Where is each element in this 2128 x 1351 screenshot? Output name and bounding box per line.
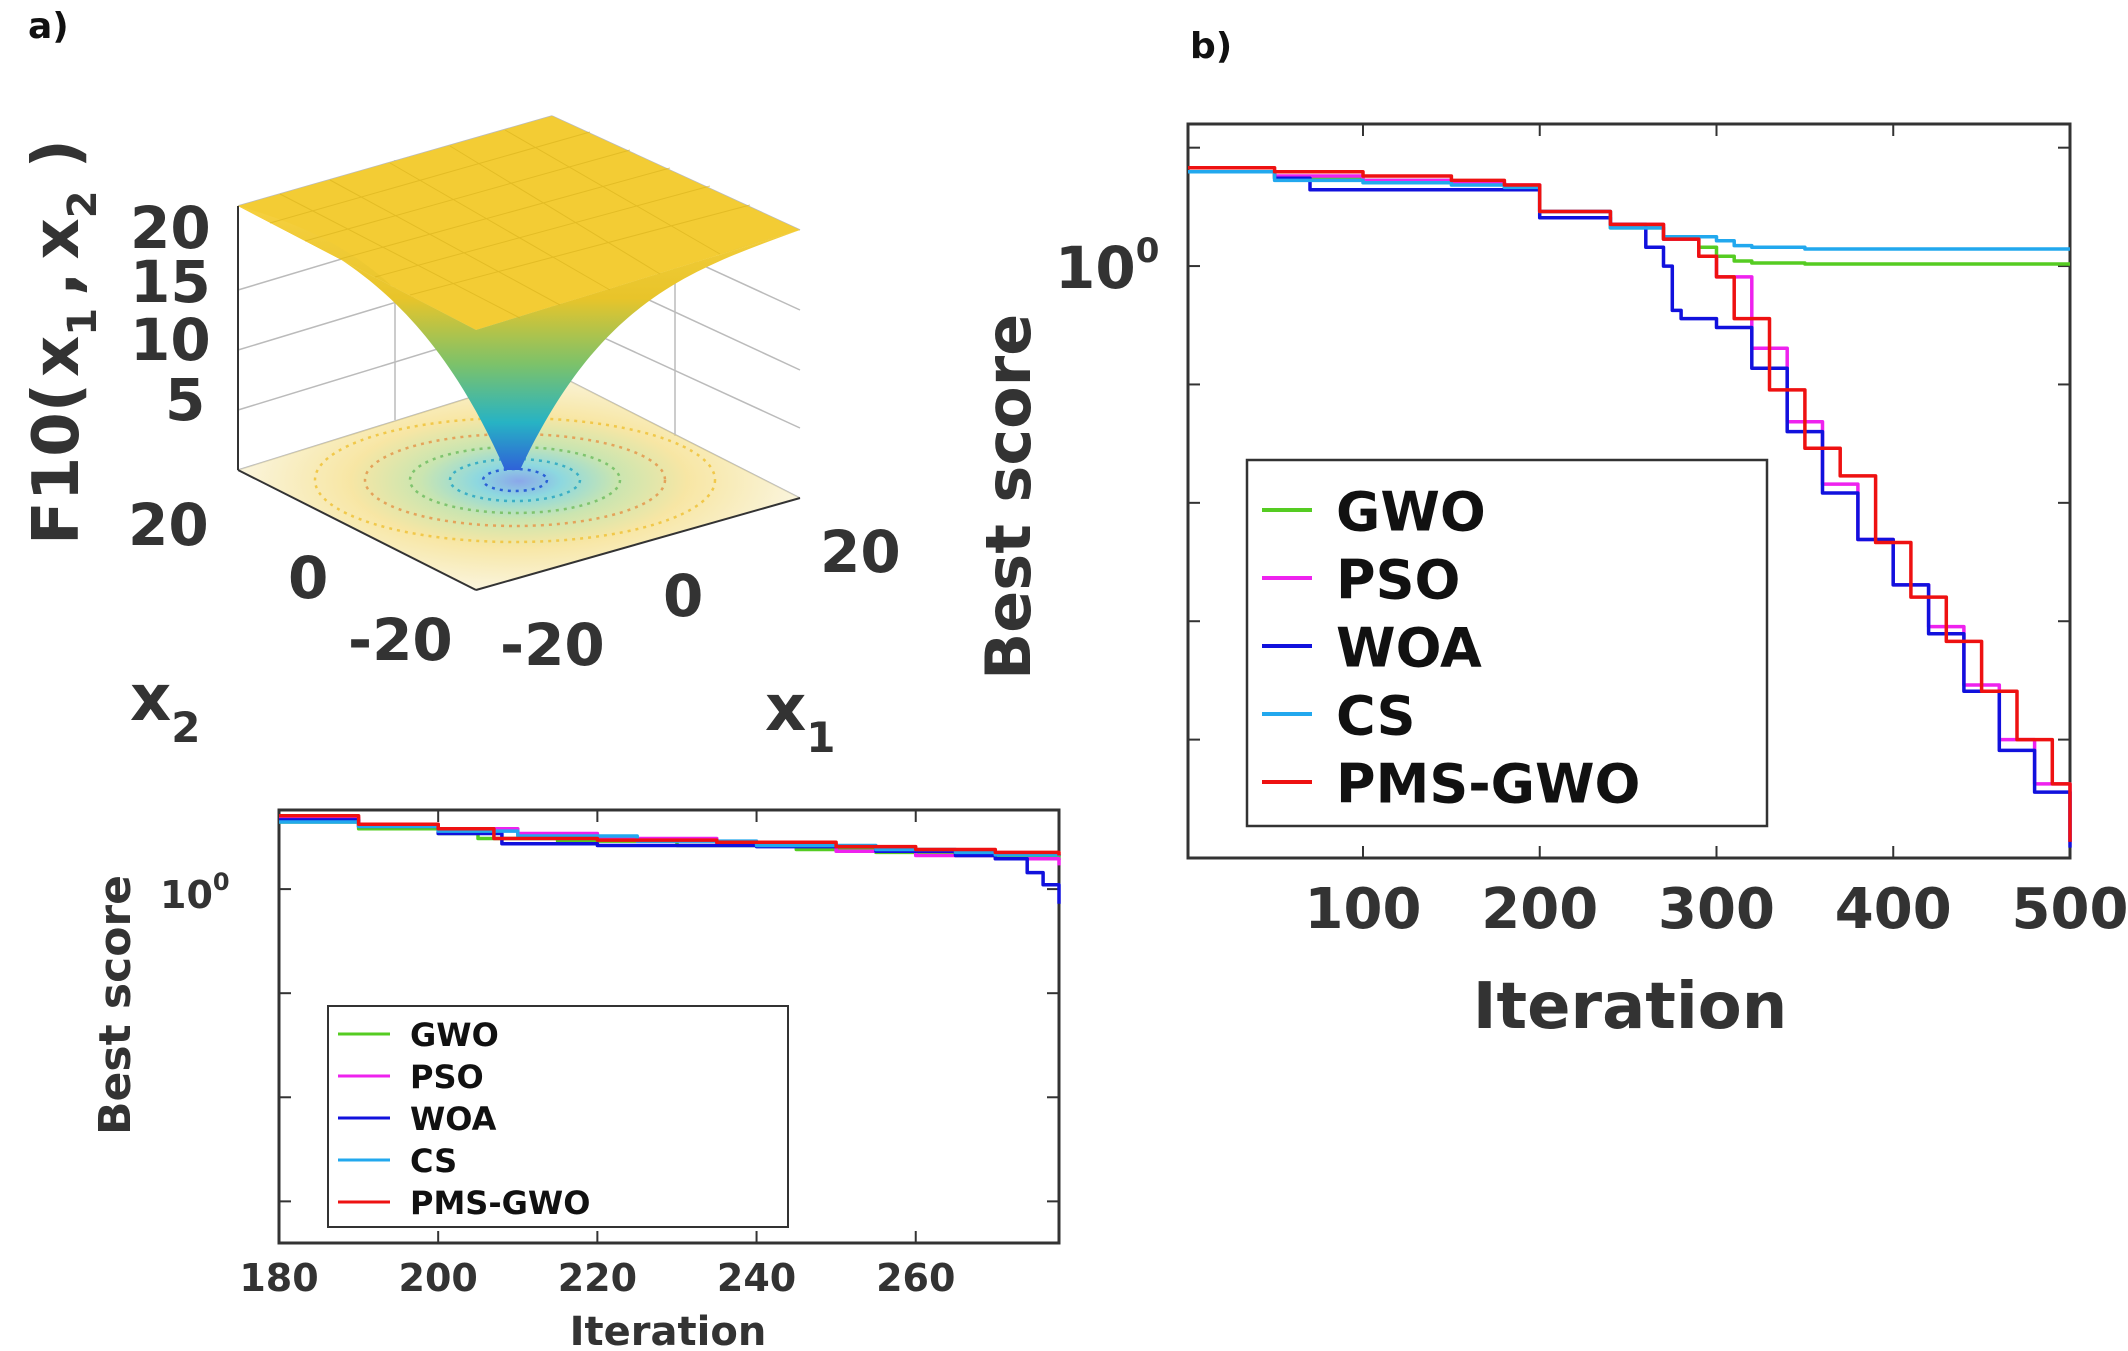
main-ytick-label: 100 [1055,231,1159,302]
main-xtick-label: 500 [2012,877,2128,942]
main-series-pms-gwo [1188,166,2072,842]
inset-convergence-chart: 180 200 220 240 260 100 Best score Iteration… [90,808,1061,1351]
surface-mesh-lines [269,129,751,319]
inset-xlabel: Iteration [570,1309,767,1351]
main-legend-label-pms-gwo: PMS-GWO [1336,753,1640,816]
main-xtick-label: 400 [1835,877,1952,942]
main-plot-frame [1186,122,2072,860]
main-series-cs [1188,170,2070,251]
main-series-woa [1188,170,2072,848]
inset-series-woa [279,818,1061,904]
inset-legend-label-woa: WOA [410,1100,497,1138]
inset-xtick-label: 180 [239,1256,318,1300]
x2-tick-20: 20 [128,491,209,559]
inset-legend-label-gwo: GWO [410,1016,499,1054]
main-xtick-label: 200 [1481,877,1598,942]
z-tick-20: 20 [130,194,211,262]
z-tick-15: 15 [130,248,211,316]
main-legend-label-woa: WOA [1336,617,1482,680]
z-tick-10: 10 [130,306,211,374]
inset-xtick-label: 220 [558,1256,637,1300]
main-ylabel: Best score [972,314,1045,680]
inset-ylabel: Best score [90,875,141,1135]
inset-legend-label-pso: PSO [410,1058,484,1096]
x1-tick-0: 0 [663,562,703,630]
surface-mesh [238,116,800,330]
surface-axes [237,206,801,591]
surface-floor [238,372,800,590]
z-tick-5: 5 [165,366,205,434]
inset-plot-frame [277,808,1061,1245]
main-xtick-label: 100 [1305,877,1422,942]
inset-series-pms-gwo [279,814,1061,856]
x1-tick-neg20: -20 [500,611,605,679]
inset-xtick-label: 200 [399,1256,478,1300]
inset-legend-label-pms-gwo: PMS-GWO [410,1184,590,1222]
inset-xtick-label: 260 [876,1256,955,1300]
inset-legend: GWO PSO WOA CS PMS-GWO [327,1005,789,1228]
main-xtick-label: 300 [1658,877,1775,942]
main-legend-label-cs: CS [1336,685,1416,748]
inset-xtick-label: 240 [717,1256,796,1300]
main-legend-box [1245,458,1769,828]
main-legend-label-pso: PSO [1336,549,1460,612]
z-axis-label: F10(x1,x2) [20,139,106,545]
panel-a-label: a) [28,6,69,47]
x1-axis-label: x1 [765,672,836,762]
svg-text:F10(x1,x2): F10(x1,x2) [20,139,106,545]
inset-legend-box [327,1005,789,1228]
surface-funnel-front [238,206,800,470]
main-legend-label-gwo: GWO [1336,481,1486,544]
x2-axis-label: x2 [130,662,201,752]
surface-plot: 20 15 10 5 F10(x1,x2) 20 0 -20 -20 0 20 … [20,115,901,762]
surface-floor-rings [313,416,717,544]
main-convergence-chart: 100 200 300 400 500 100 Best score Iteration… [972,122,2128,1044]
main-xlabel: Iteration [1473,970,1788,1044]
x2-tick-0: 0 [288,544,328,612]
inset-ytick-label: 100 [160,868,230,917]
inset-legend-label-cs: CS [410,1142,457,1180]
panel-b-label: b) [1190,26,1232,67]
x1-tick-20: 20 [820,518,901,586]
x2-tick-neg20: -20 [348,606,453,674]
